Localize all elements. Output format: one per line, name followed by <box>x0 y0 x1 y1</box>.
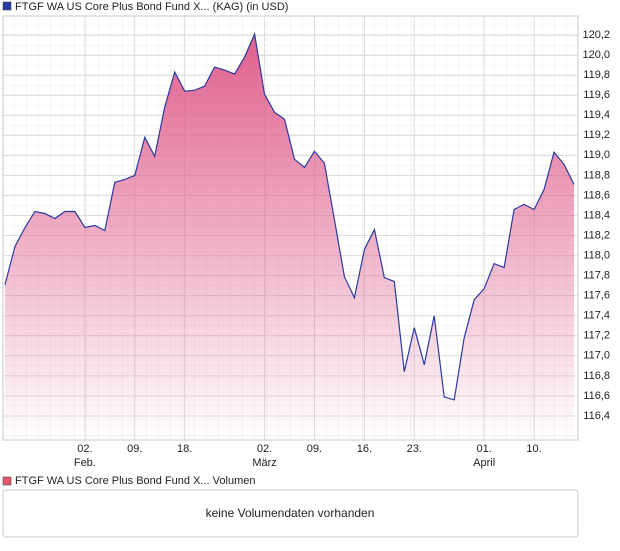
legend-swatch <box>2 1 12 11</box>
volume-panel <box>2 489 579 538</box>
x-month-label: Feb. <box>74 457 96 469</box>
volume-message: keine Volumendaten vorhanden <box>206 506 375 520</box>
y-tick-label: 118,4 <box>583 209 610 221</box>
y-tick-label: 119,4 <box>583 109 610 121</box>
x-month-label: März <box>252 457 276 469</box>
x-tick-label: 23. <box>407 443 422 455</box>
y-tick-label: 118,8 <box>583 169 610 181</box>
y-tick-label: 118,6 <box>583 189 610 201</box>
y-tick-label: 117,4 <box>583 310 610 322</box>
legend-label: FTGF WA US Core Plus Bond Fund X... (KAG… <box>15 1 288 13</box>
y-tick-label: 119,2 <box>583 129 610 141</box>
y-tick-label: 119,6 <box>583 89 610 101</box>
legend-label: FTGF WA US Core Plus Bond Fund X... Volu… <box>15 475 255 487</box>
area <box>5 34 574 440</box>
y-tick-label: 116,6 <box>583 390 610 402</box>
y-tick-label: 120,0 <box>582 49 610 61</box>
y-tick-label: 117,2 <box>583 330 610 342</box>
x-tick-label: 02. <box>77 443 92 455</box>
y-tick-label: 116,4 <box>583 410 610 422</box>
y-tick-label: 116,8 <box>583 370 610 382</box>
y-tick-label: 119,8 <box>583 69 610 81</box>
x-tick-label: 09. <box>307 443 322 455</box>
y-tick-label: 117,6 <box>583 290 610 302</box>
x-tick-label: 16. <box>357 443 372 455</box>
x-tick-label: 01. <box>477 443 492 455</box>
x-tick-label: 02. <box>257 443 272 455</box>
y-tick-label: 117,0 <box>583 350 610 362</box>
y-tick-label: 120,2 <box>582 29 610 41</box>
x-month-label: April <box>473 457 495 469</box>
x-tick-label: 10. <box>526 443 541 455</box>
y-tick-label: 117,8 <box>583 270 610 282</box>
x-tick-label: 18. <box>177 443 192 455</box>
y-tick-label: 118,0 <box>583 249 610 261</box>
line <box>4 31 575 401</box>
x-tick-label: 09. <box>127 443 142 455</box>
legend-swatch <box>2 476 12 486</box>
y-tick-label: 118,2 <box>583 229 610 241</box>
y-tick-label: 119,0 <box>583 149 610 161</box>
